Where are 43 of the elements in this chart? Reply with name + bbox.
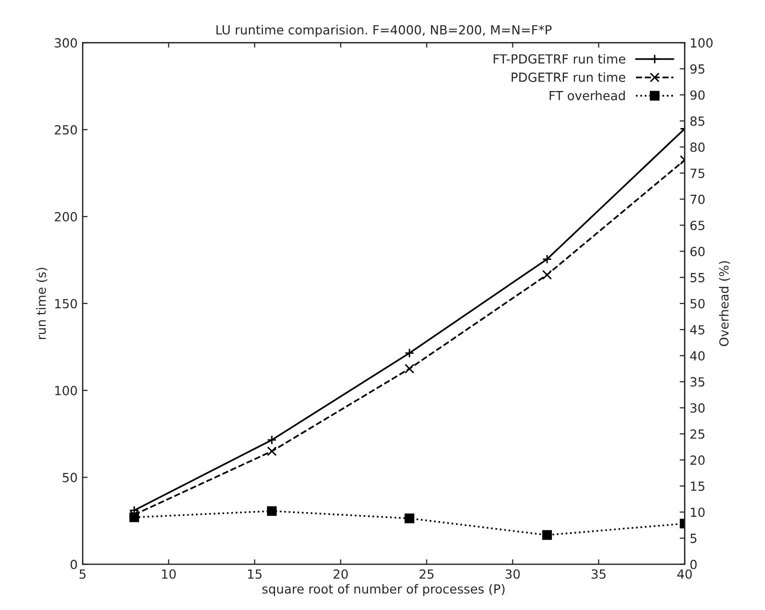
y2-tick-label: 75 bbox=[690, 168, 704, 178]
y2-tick-label: 25 bbox=[690, 429, 704, 439]
legend-label: FT-PDGETRF run time bbox=[494, 54, 626, 64]
y2-tick-label: 80 bbox=[690, 142, 705, 152]
y2-tick-label: 30 bbox=[690, 403, 705, 413]
y2-tick-label: 95 bbox=[690, 64, 704, 74]
legend-label: FT overhead bbox=[550, 90, 625, 100]
x-tick-label: 25 bbox=[420, 569, 434, 579]
y2-tick-label: 100 bbox=[690, 38, 713, 48]
y2-tick-label: 60 bbox=[690, 246, 705, 256]
y2-tick-label: 90 bbox=[690, 90, 705, 100]
y2-tick-label: 15 bbox=[690, 482, 704, 491]
x-tick-label: 40 bbox=[677, 569, 692, 579]
y2-tick-label: 0 bbox=[690, 560, 697, 570]
x-tick-label: 5 bbox=[80, 569, 86, 579]
y2-tick-label: 65 bbox=[690, 220, 704, 230]
y-tick-label: 250 bbox=[54, 125, 77, 135]
x-axis-title: square root of number of processes (P) bbox=[262, 584, 505, 596]
y2-tick-label: 35 bbox=[690, 377, 704, 387]
x-tick-label: 30 bbox=[506, 569, 520, 579]
y2-tick-label: 70 bbox=[690, 194, 705, 204]
x-tick-label: 20 bbox=[334, 569, 348, 579]
y-tick-label: 100 bbox=[55, 386, 77, 396]
y-tick-label: 300 bbox=[54, 38, 77, 48]
x-tick-label: 10 bbox=[162, 569, 176, 579]
x-tick-label: 35 bbox=[592, 569, 606, 579]
y-tick-label: 50 bbox=[62, 472, 77, 482]
y2-tick-label: 20 bbox=[690, 455, 705, 465]
legend-label: PDGETRF run time bbox=[512, 72, 626, 82]
y-tick-label: 0 bbox=[70, 560, 77, 570]
y-tick-label: 200 bbox=[54, 212, 77, 222]
y2-tick-label: 85 bbox=[690, 116, 704, 126]
y2-tick-label: 50 bbox=[690, 298, 705, 308]
y2-tick-label: 40 bbox=[690, 351, 705, 361]
x-tick-label: 15 bbox=[248, 569, 262, 579]
y2-axis-title: Overhead (%) bbox=[718, 261, 730, 346]
y-axis-title: run time (s) bbox=[36, 268, 48, 340]
chart-title: LU runtime comparision. F=4000, NB=200, M=N=F*P bbox=[216, 24, 552, 37]
y-tick-label: 150 bbox=[55, 298, 77, 308]
y2-tick-label: 55 bbox=[690, 273, 704, 282]
y2-tick-label: 5 bbox=[690, 534, 696, 544]
y2-tick-label: 45 bbox=[690, 325, 704, 334]
y2-tick-label: 10 bbox=[690, 508, 705, 518]
